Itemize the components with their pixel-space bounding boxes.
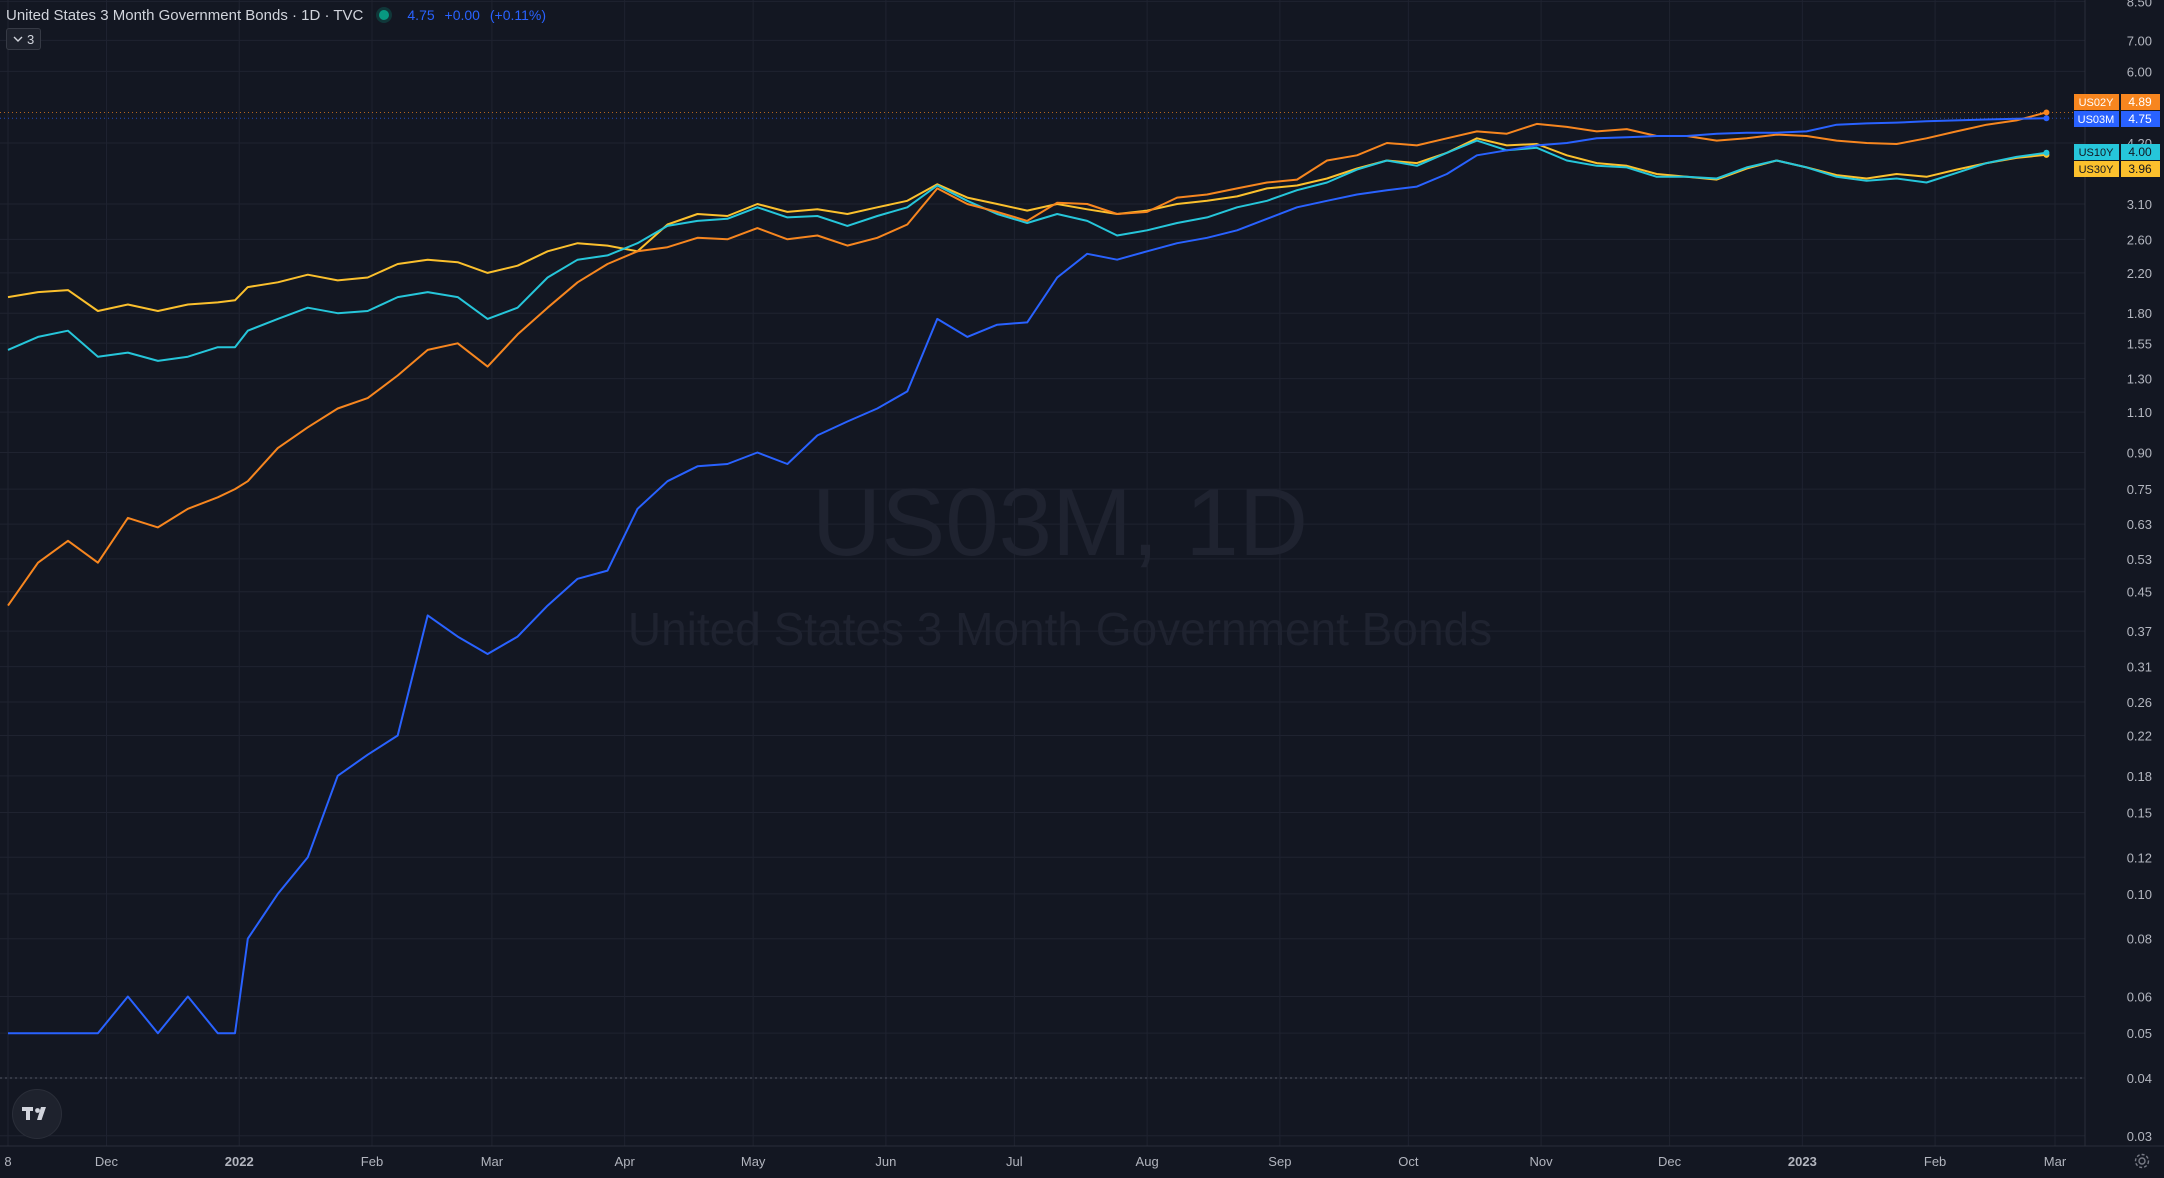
price-change: +0.00	[444, 7, 480, 23]
y-tick-label: 0.12	[2127, 850, 2152, 865]
y-tick-label: 0.03	[2127, 1129, 2152, 1144]
x-tick-label: 8	[4, 1154, 11, 1169]
series-tag-value: 4.75	[2128, 112, 2152, 126]
y-tick-label: 0.06	[2127, 990, 2152, 1005]
y-tick-label: 0.22	[2127, 729, 2152, 744]
series-line-us02y[interactable]	[7, 111, 2047, 607]
indicators-toggle-button[interactable]: 3	[6, 28, 42, 50]
x-tick-label: Aug	[1136, 1154, 1159, 1169]
y-tick-label: 0.08	[2127, 932, 2152, 947]
y-tick-label: 0.18	[2127, 769, 2152, 784]
x-tick-label: Apr	[615, 1154, 636, 1169]
series-tag-value-bg	[2121, 111, 2160, 127]
y-tick-label: 0.53	[2127, 552, 2152, 567]
series-line-us30y[interactable]	[7, 137, 2047, 312]
watermark-description: United States 3 Month Government Bonds	[628, 603, 1492, 655]
y-tick-label: 0.10	[2127, 887, 2152, 902]
y-tick-label: 0.15	[2127, 805, 2152, 820]
y-tick-label: 0.45	[2127, 585, 2152, 600]
x-tick-label: Oct	[1398, 1154, 1419, 1169]
time-axis[interactable]: 8 Dec 2022 Feb Mar Apr May Jun Jul Aug Sep Oct Nov De…	[0, 1145, 2164, 1169]
y-tick-label: 2.20	[2127, 266, 2152, 281]
y-tick-label: 1.80	[2127, 306, 2152, 321]
last-price: 4.75	[407, 7, 435, 23]
y-tick-label: 0.31	[2127, 660, 2152, 675]
y-tick-label: 1.55	[2127, 336, 2152, 351]
y-tick-label: 7.00	[2127, 33, 2152, 48]
price-lines	[0, 111, 2085, 119]
y-tick-label: 0.90	[2127, 445, 2152, 460]
price-axis-panel[interactable]	[2085, 0, 2164, 1178]
series-tag-name: US03M	[2078, 114, 2115, 126]
series-tag-value-bg	[2121, 161, 2160, 177]
series-line-us10y[interactable]	[7, 139, 2047, 362]
last-point-us10y	[2043, 149, 2050, 156]
y-tick-label: 0.63	[2127, 517, 2152, 532]
series-lines	[7, 109, 2050, 1035]
watermark-symbol: US03M, 1D	[812, 469, 1308, 576]
series-tag-value-bg	[2121, 144, 2160, 160]
y-tick-label: 8.50	[2127, 0, 2152, 9]
chevron-down-icon	[13, 36, 23, 42]
last-point-us02y	[2043, 109, 2050, 116]
gear-icon	[2134, 1153, 2150, 1169]
y-tick-label: 0.37	[2127, 624, 2152, 639]
last-point-us03m	[2043, 115, 2050, 122]
series-tag-name-bg	[2074, 111, 2119, 127]
x-tick-label: Dec	[1658, 1154, 1682, 1169]
x-tick-label: Feb	[361, 1154, 383, 1169]
series-tag-name: US02Y	[2079, 97, 2115, 109]
y-tick-label: 0.26	[2127, 695, 2152, 710]
y-tick-label: 3.10	[2127, 197, 2152, 212]
x-tick-label: Mar	[481, 1154, 504, 1169]
x-tick-label: Jul	[1006, 1154, 1023, 1169]
market-status-icon	[379, 10, 390, 20]
y-tick-label: 1.10	[2127, 405, 2152, 420]
x-tick-label: Jun	[875, 1154, 896, 1169]
symbol-title[interactable]: United States 3 Month Government Bonds ·…	[6, 6, 364, 24]
watermark: US03M, 1D United States 3 Month Governme…	[628, 469, 1492, 655]
chart-grid	[0, 0, 2085, 1146]
y-tick-label: 1.30	[2127, 372, 2152, 387]
series-tag-value: 4.89	[2128, 95, 2152, 109]
y-tick-label: 2.60	[2127, 232, 2152, 247]
x-tick-label: 2023	[1788, 1154, 1817, 1169]
series-tag-name-bg	[2074, 144, 2119, 160]
x-tick-label: Sep	[1268, 1154, 1291, 1169]
y-tick-label: 0.05	[2127, 1026, 2152, 1041]
series-tag-name-bg	[2074, 94, 2119, 110]
tradingview-logo[interactable]	[12, 1089, 62, 1139]
x-tick-label: Mar	[2044, 1154, 2067, 1169]
price-change-pct: (+0.11%)	[489, 7, 547, 23]
x-tick-label: Nov	[1530, 1154, 1554, 1169]
price-axis[interactable]: 8.507.006.004.203.102.602.201.801.551.30…	[2084, 0, 2164, 1178]
series-tag-value: 3.96	[2128, 162, 2152, 176]
series-tag-value-bg	[2121, 94, 2160, 110]
series-line-us03m[interactable]	[8, 117, 2047, 1035]
price-readout: 4.75 +0.00 (+0.11%)	[407, 7, 552, 23]
y-tick-label: 0.04	[2127, 1071, 2152, 1086]
series-tags: US02Y 4.89 US03M 4.75 US10Y 4.00 US30Y 3.96	[2074, 94, 2160, 177]
x-tick-label: May	[741, 1154, 766, 1169]
chart-header: United States 3 Month Government Bonds ·…	[6, 4, 552, 26]
x-tick-label: Dec	[95, 1154, 119, 1169]
settings-gear-button[interactable]	[2131, 1150, 2153, 1172]
tradingview-logo-icon	[22, 1107, 46, 1120]
y-tick-label: 0.75	[2127, 482, 2152, 497]
x-tick-label: Feb	[1924, 1154, 1946, 1169]
series-tag-name: US30Y	[2079, 164, 2115, 176]
series-tag-name-bg	[2074, 161, 2119, 177]
x-tick-label: 2022	[225, 1154, 254, 1169]
indicators-count: 3	[27, 31, 35, 47]
y-tick-label: 6.00	[2127, 64, 2152, 79]
series-tag-name: US10Y	[2079, 147, 2115, 159]
series-tag-value: 4.00	[2128, 145, 2152, 159]
